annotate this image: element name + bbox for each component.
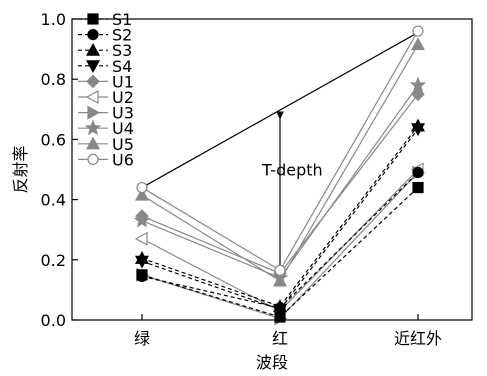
data-point-u6 xyxy=(412,25,424,37)
legend-marker xyxy=(87,153,99,165)
series-line-s4 xyxy=(141,128,419,311)
series-u5 xyxy=(134,37,426,287)
legend-item-u3: U3 xyxy=(78,104,134,123)
legend-item-u2: U2 xyxy=(78,88,134,107)
data-point-u4 xyxy=(133,212,151,228)
y-tick-label: 0.2 xyxy=(41,251,66,270)
legend-marker xyxy=(85,89,99,105)
data-point-u5 xyxy=(134,187,150,201)
series-s4 xyxy=(134,123,426,317)
legend-label: U5 xyxy=(112,135,134,154)
legend-item-u5: U5 xyxy=(78,135,134,154)
x-axis-title: 波段 xyxy=(256,353,288,372)
legend-label: S4 xyxy=(112,57,132,76)
data-point-s4 xyxy=(134,255,150,269)
data-point-s1 xyxy=(412,181,424,194)
y-tick-label: 1.0 xyxy=(41,10,66,29)
x-tick-label: 红 xyxy=(272,329,288,348)
legend-item-s4: S4 xyxy=(78,57,132,76)
legend-marker xyxy=(85,42,101,56)
legend-label: U1 xyxy=(112,72,134,91)
legend-label: S3 xyxy=(112,41,132,60)
legend-marker xyxy=(87,105,101,120)
legend-label: U2 xyxy=(112,88,134,107)
plot-frame xyxy=(71,18,473,321)
legend-marker xyxy=(85,136,101,150)
series-u6 xyxy=(136,25,424,276)
legend-item-s3: S3 xyxy=(78,41,132,60)
legend-item-u4: U4 xyxy=(78,119,134,138)
x-tick-label: 近红外 xyxy=(394,329,442,348)
legend-marker xyxy=(87,13,99,25)
data-point-s4 xyxy=(272,303,288,317)
upper-envelope-line xyxy=(141,32,419,189)
legend-label: S2 xyxy=(112,26,132,45)
legend-marker xyxy=(85,60,101,74)
y-tick-label: 0.6 xyxy=(41,130,66,149)
legend-label: S1 xyxy=(112,10,132,29)
data-point-u6 xyxy=(274,264,286,276)
data-point-u5 xyxy=(272,273,288,287)
data-point-u4 xyxy=(409,76,427,93)
legend-marker xyxy=(87,28,99,41)
y-axis-title: 反射率 xyxy=(11,145,30,193)
data-point-s4 xyxy=(410,123,426,137)
legend-item-u6: U6 xyxy=(78,150,134,169)
y-tick-label: 0.0 xyxy=(41,311,66,330)
legend-item-s1: S1 xyxy=(78,10,132,29)
y-tick-label: 0.8 xyxy=(41,70,66,89)
data-point-s2 xyxy=(136,270,148,282)
data-point-u6 xyxy=(136,181,148,194)
x-tick-label: 绿 xyxy=(134,329,150,348)
data-point-u5 xyxy=(410,37,426,51)
legend-label: U6 xyxy=(112,150,134,169)
legend-item-s2: S2 xyxy=(78,26,132,45)
data-point-s2 xyxy=(412,166,424,179)
legend-item-u1: U1 xyxy=(78,72,134,91)
legend-label: U4 xyxy=(112,119,134,138)
y-tick-label: 0.4 xyxy=(41,191,66,210)
t-depth-label: T-depth xyxy=(261,161,323,180)
legend-marker xyxy=(86,74,100,89)
legend-marker xyxy=(84,119,102,136)
legend-label: U3 xyxy=(112,104,134,123)
data-point-u1 xyxy=(411,87,425,102)
data-point-u2 xyxy=(134,231,148,246)
series-line-s3 xyxy=(141,125,419,308)
